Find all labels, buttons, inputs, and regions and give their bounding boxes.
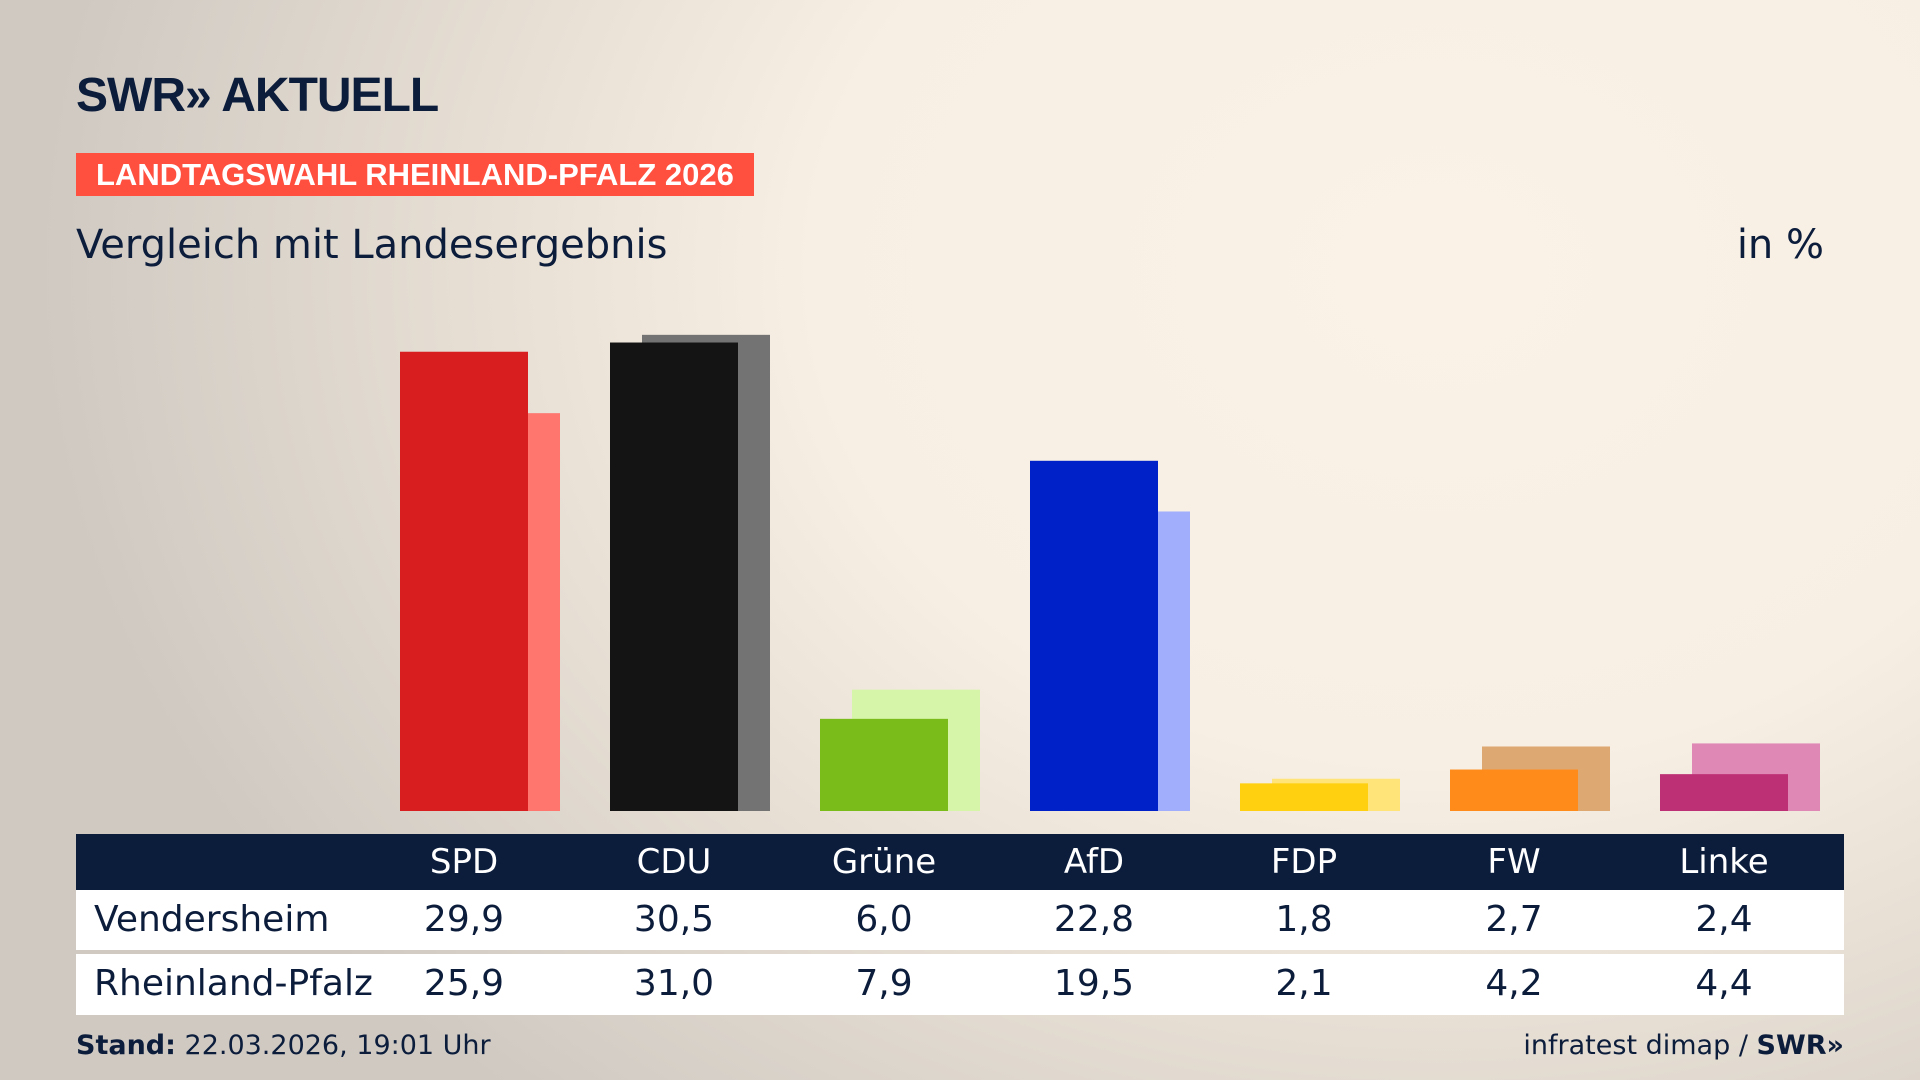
election-banner: LANDTAGSWAHL RHEINLAND-PFALZ 2026 [76, 153, 754, 196]
swr-aktuell-logo: SWR» AKTUELL [76, 69, 439, 122]
value-state: 7,9 [855, 963, 913, 1004]
party-label: Grüne [831, 842, 937, 882]
timestamp: Stand: 22.03.2026, 19:01 Uhr [76, 1030, 491, 1061]
value-local: 2,7 [1485, 899, 1543, 940]
chart-subtitle: Vergleich mit Landesergebnis [76, 222, 668, 268]
source-text: infratest dimap / [1523, 1030, 1748, 1061]
value-state: 4,2 [1485, 963, 1543, 1004]
value-local: 6,0 [855, 899, 913, 940]
party-label: FW [1487, 842, 1541, 882]
bar-local-fw [1450, 769, 1578, 811]
stand-value: 22.03.2026, 19:01 Uhr [184, 1030, 491, 1061]
bar-local-afd [1030, 460, 1158, 811]
bar-chart [400, 334, 1820, 811]
party-label: CDU [636, 842, 712, 882]
value-local: 1,8 [1275, 899, 1333, 940]
party-header-row: SPD CDU Grüne AfD FDP FW Linke [76, 834, 1844, 890]
value-local: 2,4 [1695, 899, 1753, 940]
value-state: 4,4 [1695, 963, 1753, 1004]
table-row: Vendersheim 29,9 30,5 6,0 22,8 1,8 2,7 2,4 [76, 890, 1844, 950]
bar-local-cdu [610, 342, 738, 811]
bar-local-fdp [1240, 783, 1368, 811]
party-label: FDP [1270, 842, 1338, 882]
bar-local-grüne [820, 718, 948, 811]
row-label: Rheinland-Pfalz [94, 963, 373, 1004]
value-state: 2,1 [1275, 963, 1333, 1004]
value-state: 31,0 [633, 963, 715, 1004]
value-state: 19,5 [1053, 963, 1135, 1004]
party-label: Linke [1679, 842, 1769, 882]
source: infratest dimap / SWR» [1523, 1030, 1844, 1061]
value-local: 30,5 [633, 899, 715, 940]
party-label: AfD [1063, 842, 1125, 882]
bar-local-linke [1660, 774, 1788, 811]
unit-label: in % [1736, 222, 1824, 268]
value-local: 29,9 [423, 899, 505, 940]
party-label: SPD [429, 842, 499, 882]
value-state: 25,9 [423, 963, 505, 1004]
bar-local-spd [400, 351, 528, 811]
row-label: Vendersheim [94, 899, 330, 940]
swr-logo: SWR» [1756, 1030, 1844, 1061]
table-row: Rheinland-Pfalz 25,9 31,0 7,9 19,5 2,1 4,2 4,4 [76, 954, 1844, 1015]
stand-label: Stand: [76, 1030, 176, 1061]
value-local: 22,8 [1053, 899, 1135, 940]
